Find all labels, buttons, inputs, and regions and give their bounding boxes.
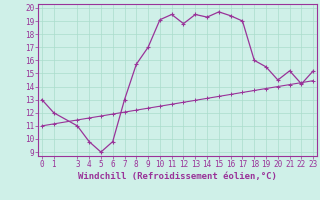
X-axis label: Windchill (Refroidissement éolien,°C): Windchill (Refroidissement éolien,°C) <box>78 172 277 181</box>
